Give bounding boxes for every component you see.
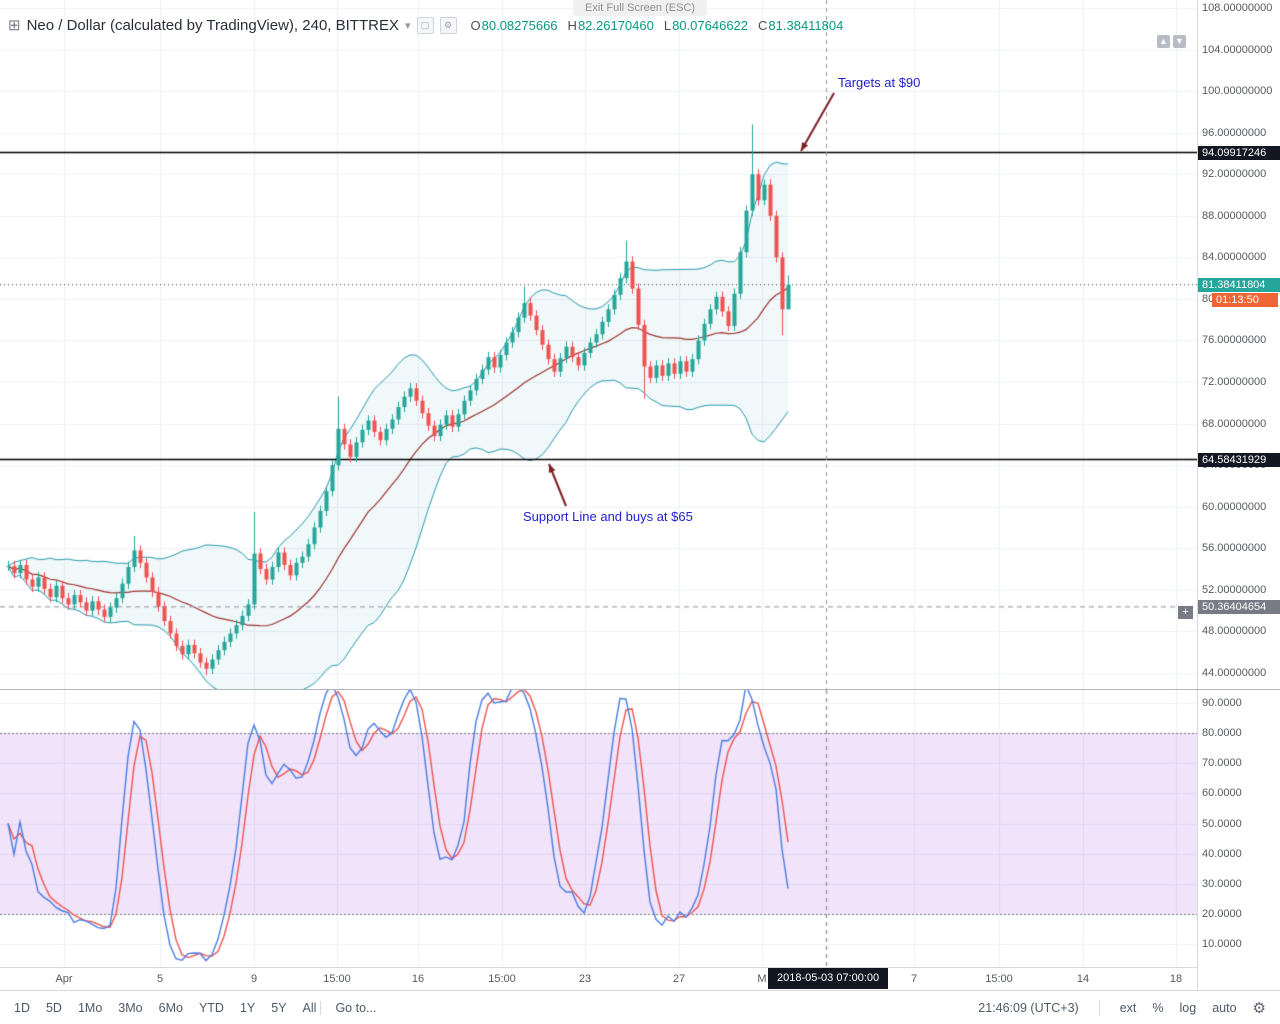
stoch-tick-label: 30.0000: [1202, 877, 1242, 890]
open-value: 80.08275666: [481, 17, 558, 33]
exit-fullscreen-toast: Exit Full Screen (ESC): [572, 0, 708, 16]
time-axis-label: 18: [1169, 973, 1183, 985]
symbol-title[interactable]: Neo / Dollar (calculated by TradingView)…: [26, 16, 399, 34]
countdown-badge: 01:13:50: [1212, 293, 1278, 307]
time-axis-label: 15:00: [985, 973, 1013, 985]
price-tick-label: 52.00000000: [1202, 583, 1267, 596]
ohlc-values: O 80.08275666 H 82.26170460 L 80.07646622 C…: [471, 18, 844, 33]
gear-icon[interactable]: ⚙: [1252, 1000, 1266, 1017]
price-label-prev-close: 50.36404654: [1198, 600, 1280, 614]
pane-move-up-icon[interactable]: ▲: [1157, 35, 1170, 48]
bottom-toolbar: 1D 5D 1Mo 3Mo 6Mo YTD 1Y 5Y All Go to... 21:46:0…: [0, 990, 1280, 1024]
range-buttons: 1D 5D 1Mo 3Mo 6Mo YTD 1Y 5Y All: [0, 1001, 316, 1015]
range-button-5y[interactable]: 5Y: [271, 1001, 287, 1015]
high-value: 82.26170460: [577, 17, 654, 33]
clock-timezone-button[interactable]: 21:46:09 (UTC+3): [978, 1001, 1079, 1015]
time-axis-label: 7: [910, 973, 918, 985]
stoch-tick-label: 10.0000: [1202, 938, 1242, 950]
pane-separator[interactable]: [0, 689, 1280, 690]
range-button-3mo[interactable]: 3Mo: [118, 1001, 143, 1015]
range-button-1mo[interactable]: 1Mo: [77, 1001, 103, 1015]
stoch-tick-label: 40.0000: [1202, 847, 1242, 860]
price-label-last: 81.38411804: [1198, 278, 1280, 292]
close-label: C: [758, 17, 768, 33]
stoch-tick-label: 80.0000: [1202, 727, 1242, 740]
legend-settings-icon[interactable]: ⚙: [439, 16, 457, 34]
stoch-tick-label: 60.0000: [1202, 787, 1242, 800]
open-label: O: [470, 17, 481, 33]
grid-icon[interactable]: ⊞: [8, 17, 21, 34]
stoch-tick-label: 50.0000: [1202, 817, 1242, 830]
price-tick-label: 84.00000000: [1202, 251, 1267, 264]
toolbar-toggle-percent[interactable]: %: [1152, 1001, 1164, 1015]
price-label-resistance: 94.09917246: [1198, 146, 1280, 160]
low-value: 80.07646622: [672, 17, 749, 33]
go-to-button[interactable]: Go to...: [335, 1001, 377, 1015]
time-axis-label: 5: [156, 973, 164, 985]
price-tick-label: 92.00000000: [1202, 168, 1267, 181]
time-axis[interactable]: 18 14 15:00 7 M 27 23 15:00 16 15:00 9 5 Apr 2018-05…: [0, 967, 1197, 991]
range-button-all[interactable]: All: [302, 1001, 317, 1015]
price-tick-label: 100.00000000: [1202, 85, 1273, 98]
toolbar-toggle-ext[interactable]: ext: [1119, 1001, 1137, 1015]
toolbar-right: 21:46:09 (UTC+3) ext% log auto ⚙: [978, 999, 1280, 1017]
range-button-1y[interactable]: 1Y: [239, 1001, 256, 1015]
price-tick-label: 56.00000000: [1202, 542, 1267, 555]
time-axis-label: 14: [1076, 973, 1090, 985]
range-button-6mo[interactable]: 6Mo: [158, 1001, 183, 1015]
toolbar-divider: [1098, 1001, 1100, 1015]
time-axis-label: 27: [672, 973, 686, 985]
price-tick-label: 44.00000000: [1202, 666, 1267, 679]
range-button-5d[interactable]: 5D: [45, 1001, 62, 1015]
range-button-ytd[interactable]: YTD: [198, 1001, 224, 1015]
pane-move-down-icon[interactable]: ▼: [1173, 35, 1186, 48]
price-tick-label: 48.00000000: [1202, 625, 1267, 638]
toolbar-divider: [320, 1001, 322, 1015]
high-label: H: [567, 17, 577, 33]
price-chart-canvas[interactable]: [0, 0, 1197, 690]
annotation-targets[interactable]: Targets at $90: [838, 75, 921, 90]
stochastic-pane-canvas[interactable]: [0, 690, 1197, 967]
chart-legend: ⊞ Neo / Dollar (calculated by TradingVie…: [8, 16, 843, 34]
price-tick-label: 76.00000000: [1202, 334, 1267, 347]
time-marker-tooltip: 2018-05-03 07:00:00: [768, 968, 889, 989]
price-tick-label: 60.00000000: [1202, 500, 1267, 513]
time-axis-label: M: [757, 973, 767, 985]
annotation-support[interactable]: Support Line and buys at $65: [523, 509, 693, 524]
low-label: L: [663, 17, 672, 33]
close-value: 81.38411804: [768, 17, 844, 33]
range-button-1d[interactable]: 1D: [14, 1001, 30, 1015]
plus-icon[interactable]: +: [1178, 606, 1193, 619]
price-tick-label: 108.00000000: [1202, 2, 1273, 14]
time-axis-label: 15:00: [488, 973, 516, 985]
time-axis-label: 23: [578, 973, 592, 985]
time-axis-label: 15:00: [323, 973, 351, 985]
time-axis-label: 9: [250, 973, 258, 985]
price-tick-label: 96.00000000: [1202, 126, 1267, 139]
stoch-tick-label: 70.0000: [1202, 757, 1242, 770]
price-tick-label: 68.00000000: [1202, 417, 1267, 430]
legend-style-icon[interactable]: ▢: [416, 16, 434, 34]
toolbar-toggle-log[interactable]: log: [1179, 1001, 1197, 1015]
price-label-support: 64.58431929: [1198, 453, 1280, 467]
price-axis[interactable]: 94.09917246 81.38411804 01:13:50 64.5843…: [1197, 0, 1280, 990]
price-tick-label: 88.00000000: [1202, 209, 1267, 222]
chevron-down-icon[interactable]: ▾: [404, 19, 411, 32]
price-tick-label: 72.00000000: [1202, 376, 1267, 389]
stoch-tick-label: 20.0000: [1202, 907, 1242, 920]
time-axis-label: Apr: [55, 973, 73, 985]
time-axis-label: 16: [411, 973, 425, 985]
toolbar-toggle-auto[interactable]: auto: [1212, 1001, 1237, 1015]
price-tick-label: 104.00000000: [1202, 43, 1273, 56]
stoch-tick-label: 90.0000: [1202, 697, 1242, 709]
